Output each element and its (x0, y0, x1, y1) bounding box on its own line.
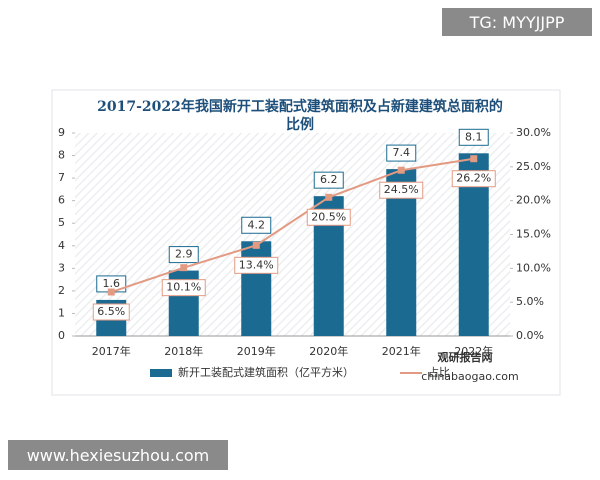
data-label: 2.9 (175, 248, 193, 261)
bar (241, 241, 272, 336)
legend-label: 新开工装配式建筑面积（亿平方米） (178, 365, 354, 379)
y2-tick-label: 30.0% (516, 126, 551, 139)
x-tick-label: 2017年 (92, 344, 131, 358)
y-tick-label: 2 (58, 284, 65, 297)
y2-tick-label: 25.0% (516, 160, 551, 173)
watermark: www.hexiesuzhou.com (8, 440, 228, 470)
y-tick-label: 5 (58, 216, 65, 229)
data-label: 7.4 (393, 146, 411, 159)
data-label: 6.5% (97, 305, 125, 318)
x-tick-label: 2018年 (164, 344, 203, 358)
marker (325, 193, 333, 201)
x-tick-label: 2022年 (454, 344, 493, 358)
marker (252, 241, 260, 249)
label-box (458, 128, 489, 146)
data-label: 24.5% (384, 183, 419, 196)
label-box (379, 181, 424, 199)
y2-tick-label: 10.0% (516, 261, 551, 274)
label-box (234, 256, 279, 274)
y-tick-label: 6 (58, 194, 65, 207)
marker (470, 155, 478, 163)
y-tick-label: 1 (58, 306, 65, 319)
chart-title: 2017-2022年我国新开工装配式建筑面积及占新建建筑总面积的比例 (97, 99, 503, 133)
label-box (313, 171, 344, 189)
data-label: 20.5% (311, 210, 346, 223)
label-box (161, 279, 206, 297)
label-box (451, 170, 496, 188)
watermark: TG: MYYJJPP (442, 8, 592, 36)
marker (397, 166, 405, 174)
data-label: 4.2 (248, 218, 266, 231)
y-tick-label: 3 (58, 261, 65, 274)
marker (107, 288, 115, 296)
x-tick-label: 2020年 (309, 344, 348, 358)
label-box (306, 208, 351, 226)
legend-swatch (150, 369, 172, 377)
line (110, 157, 474, 293)
logo-url: chinabaogao.com (421, 370, 519, 383)
label-box (168, 246, 199, 264)
label-box (386, 144, 417, 162)
y2-tick-label: 5.0% (516, 295, 544, 308)
x-tick-label: 2019年 (237, 344, 276, 358)
data-label: 10.1% (166, 281, 201, 294)
y-tick-label: 4 (58, 239, 65, 252)
y-tick-label: 0 (58, 329, 65, 342)
y-tick-label: 9 (58, 126, 65, 139)
data-label: 26.2% (456, 172, 491, 185)
y2-tick-label: 0.0% (516, 329, 544, 342)
y2-tick-label: 20.0% (516, 194, 551, 207)
logo-name: 观研报告网 (438, 350, 493, 364)
data-label: 13.4% (239, 258, 274, 271)
y-tick-label: 7 (58, 171, 65, 184)
x-tick-label: 2021年 (382, 344, 421, 358)
plot-area (75, 133, 510, 336)
y-tick-label: 8 (58, 149, 65, 162)
data-label: 6.2 (320, 173, 338, 186)
data-label: 8.1 (465, 130, 483, 143)
marker (180, 264, 188, 272)
label-box (241, 216, 272, 234)
y2-tick-label: 15.0% (516, 228, 551, 241)
legend-label: 占比 (428, 365, 450, 379)
data-label: 1.6 (103, 277, 121, 290)
label-box (92, 303, 130, 321)
